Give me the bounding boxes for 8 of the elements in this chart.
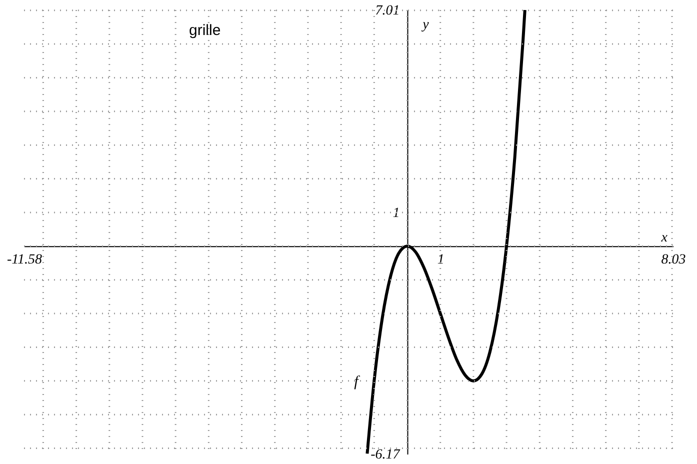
x-axis-title: x: [660, 230, 668, 246]
series-label: f: [354, 374, 360, 390]
y-tick-label: -6.17: [370, 448, 401, 462]
y-tick-label: 7.01: [375, 4, 400, 18]
annotation: grille: [189, 22, 221, 39]
y-axis-title: y: [420, 18, 430, 32]
x-tick-label: 8.03: [661, 252, 686, 268]
x-tick-label: -11.58: [6, 252, 42, 268]
